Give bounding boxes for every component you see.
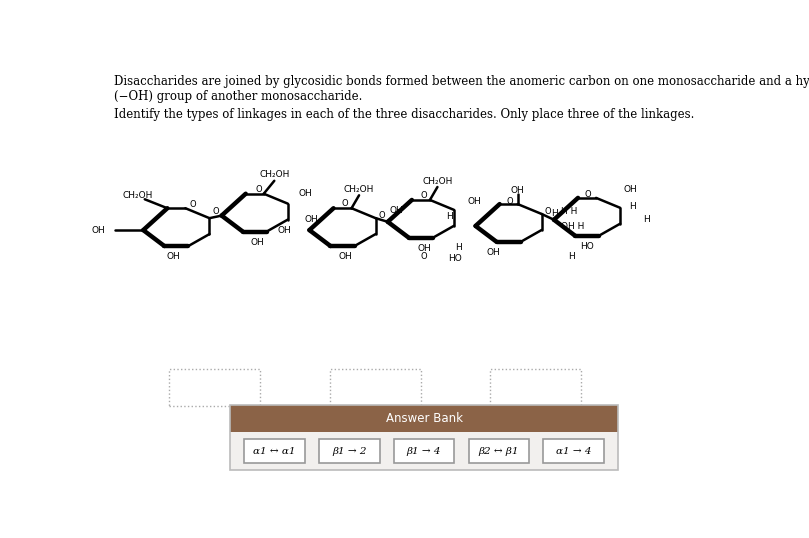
Text: Disaccharides are joined by glycosidic bonds formed between the anomeric carbon : Disaccharides are joined by glycosidic b… — [113, 75, 809, 88]
Text: OH: OH — [339, 252, 353, 261]
Text: H: H — [569, 252, 575, 261]
Bar — [230, 406, 618, 433]
Text: O: O — [506, 196, 513, 206]
Text: O: O — [256, 185, 262, 194]
Text: O: O — [212, 208, 219, 216]
Bar — [544, 439, 604, 463]
Text: α1 ↔ α1: α1 ↔ α1 — [253, 447, 295, 456]
Text: HO: HO — [580, 242, 594, 251]
Text: CH₂OH: CH₂OH — [422, 176, 452, 186]
Text: CH₂OH: CH₂OH — [122, 191, 152, 200]
Bar — [468, 439, 529, 463]
Text: H: H — [629, 202, 636, 211]
Bar — [230, 406, 618, 470]
Text: H H: H H — [561, 207, 578, 216]
Bar — [169, 369, 260, 406]
Text: O: O — [190, 200, 197, 209]
Text: OH: OH — [167, 252, 180, 261]
Text: Identify the types of linkages in each of the three disaccharides. Only place th: Identify the types of linkages in each o… — [113, 108, 694, 121]
Text: H: H — [551, 209, 557, 217]
Text: O: O — [421, 191, 427, 200]
Text: β2 ↔ β1: β2 ↔ β1 — [479, 447, 519, 456]
Bar — [319, 439, 379, 463]
Text: OH: OH — [277, 225, 291, 235]
Bar — [394, 439, 455, 463]
Text: OH: OH — [299, 189, 312, 198]
Text: OH: OH — [417, 244, 430, 253]
Text: H: H — [642, 215, 650, 224]
Bar — [330, 369, 421, 406]
Text: α1 → 4: α1 → 4 — [556, 447, 591, 456]
Text: O: O — [585, 190, 591, 200]
Text: CH₂OH: CH₂OH — [344, 185, 375, 194]
Text: O: O — [342, 200, 349, 208]
Text: Answer Bank: Answer Bank — [386, 413, 463, 426]
Text: (−OH) group of another monosaccharide.: (−OH) group of another monosaccharide. — [113, 90, 362, 103]
Bar — [490, 369, 581, 406]
Bar — [230, 433, 618, 470]
Bar — [244, 439, 304, 463]
Text: OH: OH — [510, 186, 524, 195]
Text: H: H — [447, 211, 453, 221]
Text: O: O — [421, 252, 427, 261]
Text: OH: OH — [389, 206, 403, 215]
Text: OH: OH — [487, 249, 501, 257]
Text: O: O — [544, 208, 551, 216]
Text: O: O — [379, 210, 385, 220]
Text: CH₂OH: CH₂OH — [259, 171, 290, 179]
Text: OH: OH — [92, 225, 106, 235]
Text: H: H — [455, 243, 462, 252]
Text: β1 → 2: β1 → 2 — [332, 447, 366, 456]
Text: OH H: OH H — [561, 222, 585, 231]
Text: OH: OH — [304, 215, 318, 224]
Text: OH: OH — [468, 197, 481, 207]
Text: β1 → 4: β1 → 4 — [407, 447, 441, 456]
Text: HO: HO — [448, 254, 462, 263]
Text: OH: OH — [623, 186, 637, 194]
Text: OH: OH — [251, 238, 265, 247]
